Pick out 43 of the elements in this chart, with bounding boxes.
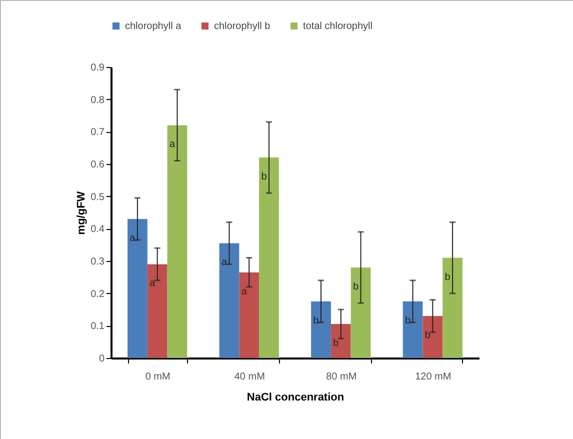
x-tick-label: 120 mM [415,372,452,382]
y-tick-label: 0.6 [90,160,105,170]
annotation: b [404,315,411,326]
y-tick-label: 0.3 [90,256,105,268]
legend-label: total chlorophyll [303,21,372,32]
bar [442,258,462,358]
annotation: a [169,139,176,150]
y-tick-label: 0.2 [90,288,105,300]
legend-label: chlorophyll b [214,21,271,32]
bar [128,218,148,358]
annotation: b [444,272,451,283]
legend-label: chlorophyll a [125,21,182,32]
y-tick-label: 0.1 [90,321,105,332]
annotation: b [261,172,268,183]
bar [167,125,188,358]
x-tick-label: 0 mM [145,372,170,382]
annotation: b [333,338,340,350]
y-tick-label: 0.5 [90,192,105,203]
annotation: a [150,278,156,290]
annotation: b [352,281,359,292]
x-tick-label: 40 mM [234,372,265,382]
x-axis-title: NaCl concenration [246,392,344,404]
annotation: b [424,330,431,341]
bar [422,316,443,358]
bar [259,158,279,358]
annotation: a [241,286,248,298]
bar [239,272,260,358]
bar [330,324,351,358]
annotation: b [313,315,320,326]
bar [147,264,168,358]
annotation: a [221,257,228,268]
x-tick-label: 80 mM [326,372,357,382]
bar [350,267,371,358]
y-tick-label: 0.7 [90,127,105,138]
y-tick-label: 0 [98,354,105,364]
y-tick-label: 0.4 [90,224,105,236]
bar [311,301,331,358]
y-tick-label: 0.9 [90,62,105,74]
y-tick-label: 0.8 [90,94,105,106]
annotation: a [130,232,136,244]
bar [402,301,423,358]
y-axis-title: mg/gFW [76,190,88,235]
bar [219,243,240,358]
